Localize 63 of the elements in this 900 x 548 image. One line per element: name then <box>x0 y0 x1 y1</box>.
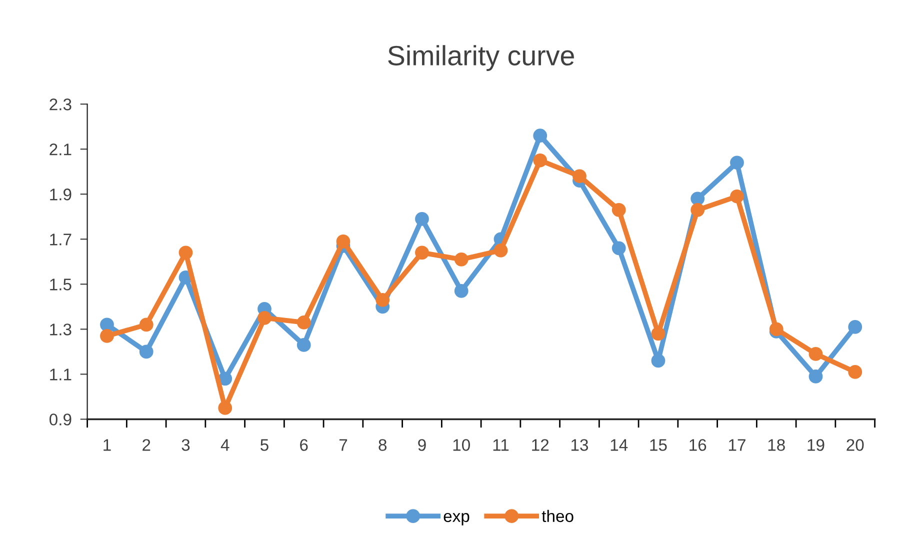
y-tick-label: 1.1 <box>50 368 72 380</box>
point <box>218 372 232 386</box>
x-tick-label: 11 <box>493 439 509 451</box>
x-tick-label: 1 <box>104 439 111 451</box>
x-tick-label: 18 <box>768 439 785 451</box>
point <box>100 318 114 332</box>
point <box>454 252 468 266</box>
point <box>572 169 586 184</box>
point <box>533 128 548 143</box>
x-tick-label: 6 <box>300 439 308 451</box>
point <box>100 329 114 343</box>
x-tick-label: 5 <box>260 439 268 451</box>
point <box>139 318 154 332</box>
point <box>336 234 350 248</box>
point <box>139 344 154 359</box>
y-tick-label: 1.5 <box>50 278 72 290</box>
y-tick-label: 2.1 <box>50 144 72 156</box>
point <box>612 202 626 217</box>
x-tick-label: 12 <box>532 439 549 451</box>
x-tick-label: 4 <box>220 439 230 451</box>
point <box>415 246 429 260</box>
y-tick-label: 1.9 <box>50 188 72 200</box>
point <box>690 192 705 206</box>
x-tick-label: 15 <box>650 439 667 451</box>
x-tick-label: 2 <box>142 439 150 451</box>
x-tick-label: 13 <box>571 439 588 451</box>
point <box>218 401 232 415</box>
x-tick-label: 10 <box>453 439 470 451</box>
point <box>848 365 862 379</box>
point <box>296 338 311 352</box>
y-tick-label: 0.9 <box>50 414 72 426</box>
point <box>651 326 666 341</box>
point <box>415 212 429 226</box>
x-tick-label: 3 <box>182 439 190 451</box>
x-tick-label: 17 <box>728 439 746 451</box>
point <box>178 246 193 260</box>
point <box>376 292 390 307</box>
legend-label: theo <box>542 510 574 522</box>
point <box>612 241 626 256</box>
point <box>808 370 823 384</box>
x-tick-label: 14 <box>610 439 628 451</box>
legend-label: exp <box>444 512 470 526</box>
point <box>730 156 744 170</box>
point <box>730 189 744 204</box>
point <box>690 202 705 217</box>
point <box>454 284 468 298</box>
x-tick-label: 16 <box>690 439 706 451</box>
point <box>533 153 548 168</box>
point <box>808 347 823 361</box>
x-tick-label: 19 <box>808 439 824 451</box>
x-tick-label: 9 <box>418 439 426 451</box>
y-tick-label: 1.7 <box>50 234 72 246</box>
chart-title: Similarity curve <box>388 45 574 71</box>
x-tick-label: 8 <box>378 439 387 451</box>
point <box>258 310 272 325</box>
point <box>651 354 666 368</box>
x-tick-label: 20 <box>846 439 864 451</box>
y-tick-label: 2.3 <box>50 98 72 110</box>
point <box>848 320 862 334</box>
point <box>296 315 311 330</box>
y-tick-label: 1.3 <box>50 324 72 336</box>
point <box>494 243 508 258</box>
x-tick-label: 7 <box>339 439 348 451</box>
